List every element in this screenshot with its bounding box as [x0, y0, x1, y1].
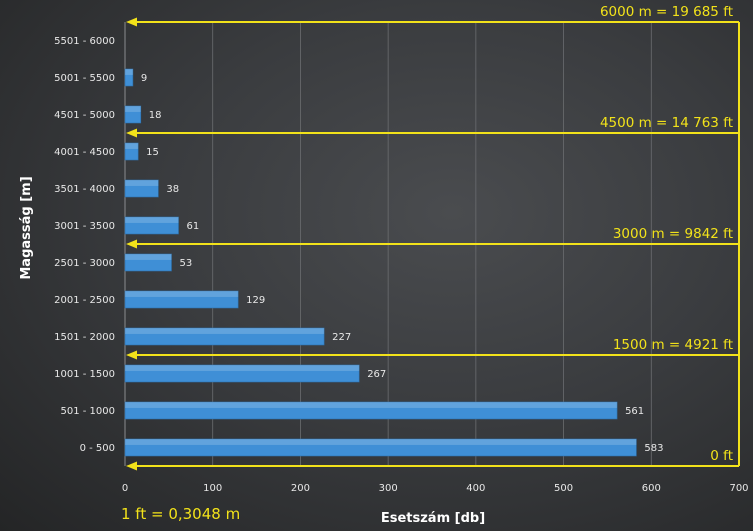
x-tick-labels: 0 100 200 300 400 500 600 700	[122, 483, 749, 494]
annotation-arrowhead	[126, 239, 137, 249]
bar-highlight	[125, 68, 133, 75]
data-labels: 583 561 267 227 129 53 61 38 15 18 9	[141, 73, 664, 454]
bar	[124, 327, 325, 346]
data-label: 129	[246, 295, 265, 306]
annotation-arrowhead	[126, 461, 137, 471]
altitude-annotations: 6000 m = 19 685 ft 4500 m = 14 763 ft 3000…	[126, 4, 740, 471]
bar	[124, 216, 179, 235]
data-label: 38	[166, 184, 179, 195]
annotation-label: 3000 m = 9842 ft	[613, 226, 733, 242]
data-label: 583	[644, 443, 663, 454]
x-tick-label: 100	[203, 483, 222, 494]
y-tick-label: 1501 - 2000	[54, 332, 115, 343]
y-tick-label: 0 - 500	[80, 443, 115, 454]
y-tick-label: 2001 - 2500	[54, 295, 115, 306]
annotation-arrowhead	[126, 17, 137, 27]
data-label: 61	[187, 221, 200, 232]
bars	[124, 68, 637, 457]
data-label: 15	[146, 147, 159, 158]
bar-highlight	[125, 401, 618, 408]
annotation-label: 1500 m = 4921 ft	[613, 337, 733, 353]
bar	[124, 290, 239, 309]
data-label: 561	[625, 406, 644, 417]
bar-highlight	[125, 290, 239, 297]
data-label: 18	[149, 110, 162, 121]
data-label: 267	[367, 369, 386, 380]
y-tick-label: 3501 - 4000	[54, 184, 115, 195]
bar-highlight	[125, 438, 637, 445]
annotation-arrowhead	[126, 128, 137, 138]
bar-highlight	[125, 105, 141, 112]
bar	[124, 68, 134, 87]
data-label: 9	[141, 73, 147, 84]
bar	[124, 364, 360, 383]
bar	[124, 253, 172, 272]
bar	[124, 179, 159, 198]
y-tick-label: 5001 - 5500	[54, 73, 115, 84]
y-tick-label: 4501 - 5000	[54, 110, 115, 121]
annotation-label: 0 ft	[710, 448, 733, 464]
annotation-label: 6000 m = 19 685 ft	[600, 4, 733, 20]
y-tick-label: 5501 - 6000	[54, 36, 115, 47]
x-tick-label: 0	[122, 483, 128, 494]
unit-footnote: 1 ft = 0,3048 m	[121, 505, 240, 523]
bar	[124, 105, 142, 124]
x-tick-label: 700	[729, 483, 748, 494]
data-label: 53	[179, 258, 192, 269]
y-tick-labels: 0 - 500 501 - 1000 1001 - 1500 1501 - 2000 2…	[54, 36, 115, 454]
annotation-arrowhead	[126, 350, 137, 360]
x-tick-label: 600	[642, 483, 661, 494]
bar-highlight	[125, 327, 325, 334]
x-axis-title: Esetszám [db]	[381, 511, 485, 526]
bar	[124, 438, 637, 457]
y-tick-label: 4001 - 4500	[54, 147, 115, 158]
bar-highlight	[125, 253, 172, 260]
annotation-label: 4500 m = 14 763 ft	[600, 115, 733, 131]
y-axis-title: Magasság [m]	[19, 176, 34, 279]
x-tick-label: 400	[466, 483, 485, 494]
y-tick-label: 501 - 1000	[60, 406, 115, 417]
bar-highlight	[125, 364, 360, 371]
x-tick-label: 500	[554, 483, 573, 494]
bar-highlight	[125, 142, 139, 149]
y-tick-label: 1001 - 1500	[54, 369, 115, 380]
data-label: 227	[332, 332, 351, 343]
bar-highlight	[125, 179, 159, 186]
y-tick-label: 3001 - 3500	[54, 221, 115, 232]
x-tick-label: 300	[379, 483, 398, 494]
y-tick-label: 2501 - 3000	[54, 258, 115, 269]
bar	[124, 142, 139, 161]
bar-highlight	[125, 216, 179, 223]
x-tick-label: 200	[291, 483, 310, 494]
bar	[124, 401, 618, 420]
